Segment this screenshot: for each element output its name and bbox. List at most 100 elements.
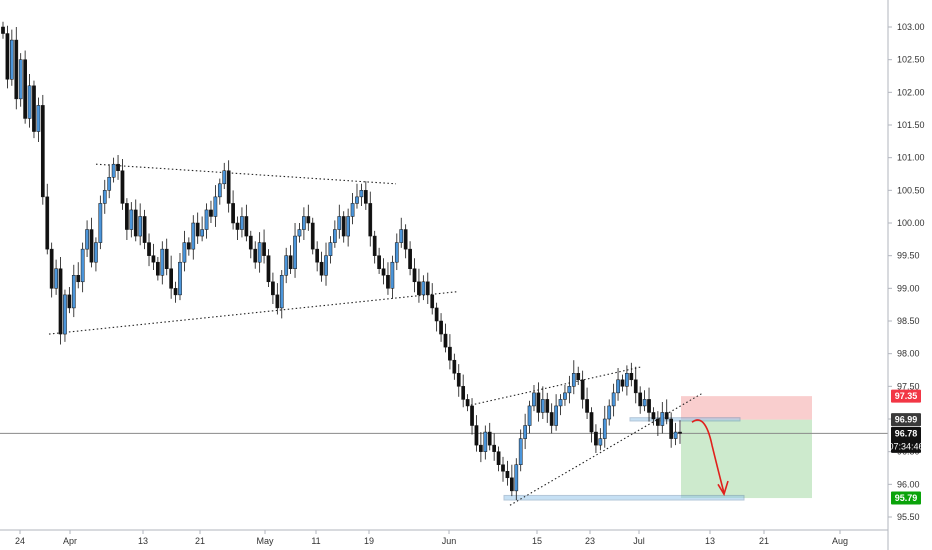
trade-overlay: [691, 419, 729, 497]
candle-up: [293, 235, 297, 269]
entry-tag-label: 96.99: [895, 415, 918, 425]
candle-up: [94, 242, 98, 263]
candle-down: [271, 281, 275, 296]
countdown-label: 07:34:46: [888, 441, 923, 451]
candle-down: [116, 163, 120, 171]
candle-down: [403, 229, 408, 250]
candle-up: [71, 275, 76, 309]
candle-up: [523, 425, 527, 439]
candle-down: [456, 373, 461, 387]
candle-down: [23, 59, 27, 119]
candle-down: [487, 431, 492, 446]
x-tick-label: Apr: [63, 536, 77, 546]
candle-up: [279, 275, 284, 309]
candle-up: [102, 190, 107, 204]
candle-up: [54, 268, 58, 289]
candle-down: [678, 431, 682, 434]
candle-up: [567, 386, 572, 394]
y-tick-label: 102.50: [897, 55, 925, 65]
candle-down: [275, 294, 280, 309]
candle-down: [633, 379, 638, 394]
candle-down: [417, 281, 421, 296]
candle-up: [85, 229, 89, 250]
candle-up: [611, 392, 616, 407]
x-tick-label: 11: [311, 536, 320, 546]
candle-up: [602, 418, 607, 439]
candle-up: [328, 242, 333, 256]
candle-down: [266, 255, 271, 283]
candle-up: [660, 412, 665, 426]
candle-up: [421, 281, 426, 296]
candle-up: [355, 196, 359, 204]
candle-up: [625, 373, 629, 387]
y-tick-label: 103.00: [897, 22, 925, 32]
projection-arrow: [691, 419, 725, 494]
candle-up: [80, 248, 85, 283]
trendline: [48, 291, 459, 335]
y-tick-label: 95.50: [897, 512, 920, 522]
candle-up: [532, 392, 536, 407]
candle-up: [18, 59, 23, 100]
arrowhead-icon: [717, 480, 729, 497]
candle-down: [248, 235, 253, 250]
candle-up: [514, 464, 519, 492]
candle-up: [571, 373, 576, 387]
trendline: [509, 392, 704, 506]
candle-up: [607, 405, 612, 420]
candle-down: [262, 242, 266, 256]
candle-up: [213, 196, 218, 217]
candle-up: [359, 190, 364, 198]
candle-up: [284, 255, 289, 276]
candle-down: [120, 170, 125, 204]
candle-down: [288, 255, 293, 269]
candle-down: [315, 248, 320, 263]
candle-up: [98, 203, 103, 243]
candle-down: [377, 255, 381, 269]
candle-down: [319, 261, 324, 276]
candle-down: [372, 235, 377, 256]
candle-up: [554, 405, 558, 426]
candle-down: [585, 399, 589, 413]
stop-loss-tag-label: 97.35: [895, 391, 918, 401]
candle-down: [164, 248, 169, 269]
candle-up: [563, 392, 567, 400]
candle-down: [142, 216, 147, 243]
risk-box: [681, 396, 812, 420]
candle-down: [58, 268, 63, 335]
y-tick-label: 98.00: [897, 349, 920, 359]
candle-up: [63, 294, 67, 335]
candle-down: [195, 222, 200, 237]
candle-up: [598, 438, 603, 446]
candle-down: [620, 379, 625, 387]
candle-down: [576, 373, 581, 381]
x-tick-label: 19: [364, 536, 374, 546]
x-tick-label: May: [256, 536, 274, 546]
candle-down: [479, 444, 483, 452]
candle-down: [14, 39, 19, 100]
x-tick-label: 21: [759, 536, 769, 546]
candle-up: [257, 242, 262, 263]
candle-up: [217, 183, 222, 198]
candle-up: [297, 229, 302, 237]
candle-down: [186, 242, 191, 250]
candle-up: [138, 216, 143, 237]
y-tick-label: 101.00: [897, 153, 925, 163]
candle-up: [390, 261, 395, 289]
x-tick-label: 13: [705, 536, 715, 546]
candle-down: [209, 209, 213, 217]
candle-down: [244, 216, 249, 237]
candle-down: [580, 379, 585, 400]
candle-up: [200, 229, 204, 237]
candle-down: [594, 431, 598, 446]
resistance-zone: [629, 417, 741, 422]
candle-down: [151, 255, 156, 263]
candle-down: [310, 222, 315, 250]
candle-up: [540, 399, 545, 413]
x-tick-label: 21: [195, 536, 205, 546]
candle-down: [448, 346, 452, 361]
last-price-tag-label: 96.78: [895, 428, 918, 438]
candle-up: [204, 209, 209, 230]
candle-down: [5, 33, 10, 80]
candle-up: [222, 170, 227, 185]
